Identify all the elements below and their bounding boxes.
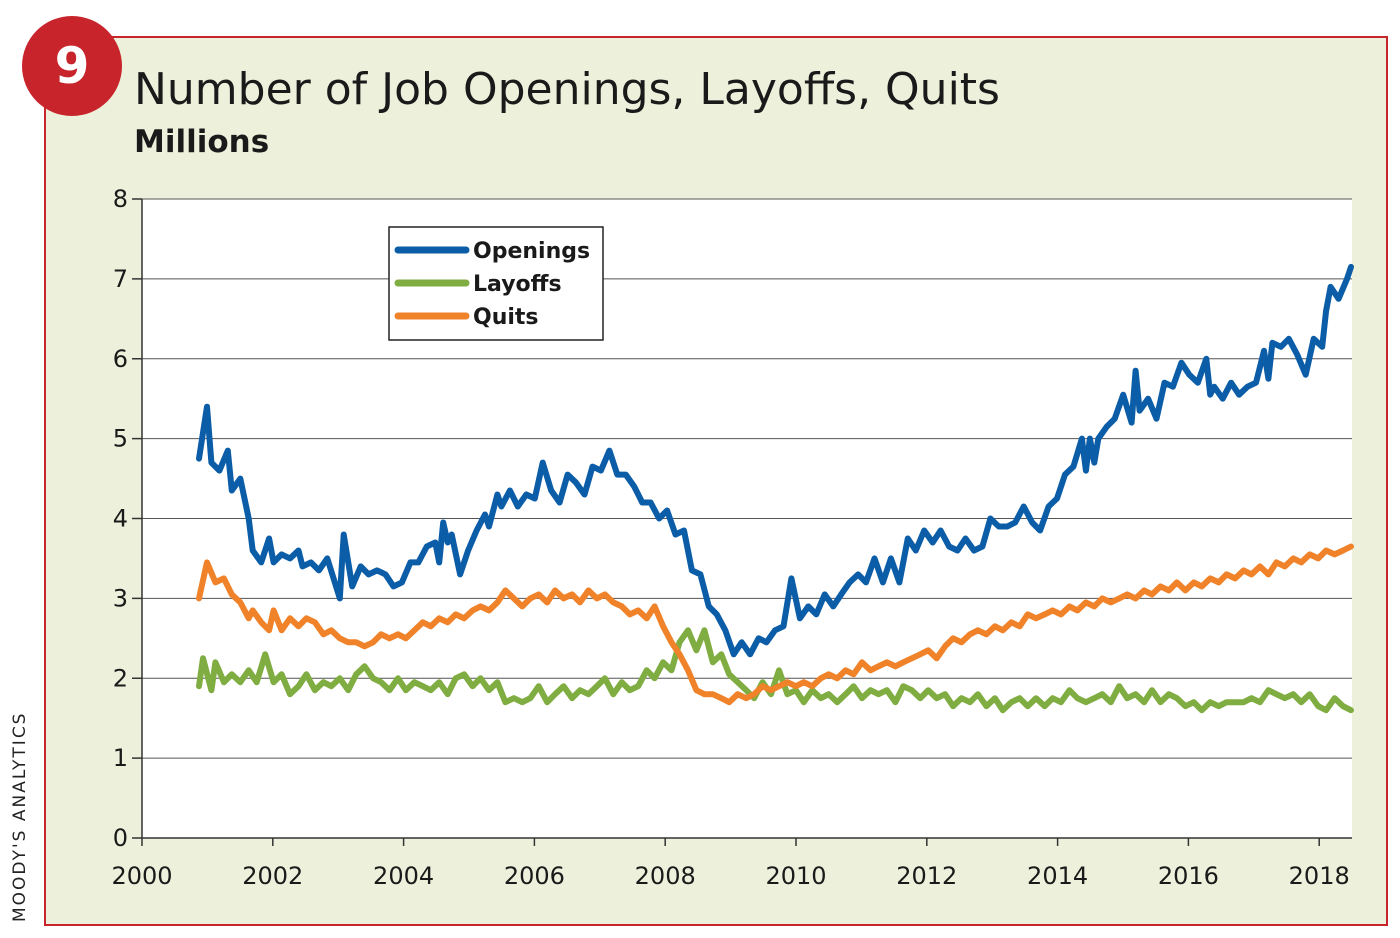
openings-series-line (196, 263, 1354, 658)
legend-label-layoffs: Layoffs (473, 272, 562, 297)
x-tick-label-2008: 2008 (635, 862, 696, 890)
legend: Openings Layoffs Quits (388, 226, 604, 341)
layoffs-series-line (196, 627, 1354, 714)
x-tick-label-2018: 2018 (1289, 862, 1350, 890)
y-tick-label-8: 8 (113, 185, 128, 213)
chart-title: Number of Job Openings, Layoffs, Quits (134, 64, 1000, 115)
y-tick-label-0: 0 (113, 824, 128, 852)
y-tick-label-4: 4 (113, 505, 128, 533)
y-tick-label-6: 6 (113, 345, 128, 373)
x-tick-label-2006: 2006 (504, 862, 565, 890)
x-tick-label-2000: 2000 (111, 862, 172, 890)
x-tick-label-2016: 2016 (1158, 862, 1219, 890)
x-tick-label-2012: 2012 (896, 862, 957, 890)
figure-number-badge: 9 (22, 16, 122, 116)
x-tick-label-2002: 2002 (242, 862, 303, 890)
y-tick-label-2: 2 (113, 664, 128, 692)
legend-label-openings: Openings (473, 239, 590, 264)
quits-series-line (196, 543, 1354, 706)
y-tick-label-1: 1 (113, 744, 128, 772)
x-tick-label-2014: 2014 (1027, 862, 1088, 890)
y-tick-label-3: 3 (113, 584, 128, 612)
y-tick-label-5: 5 (113, 425, 128, 453)
legend-label-quits: Quits (473, 305, 539, 330)
y-tick-label-7: 7 (113, 265, 128, 293)
x-tick-label-2010: 2010 (765, 862, 826, 890)
x-tick-label-2004: 2004 (373, 862, 434, 890)
chart-subtitle: Millions (134, 124, 270, 160)
